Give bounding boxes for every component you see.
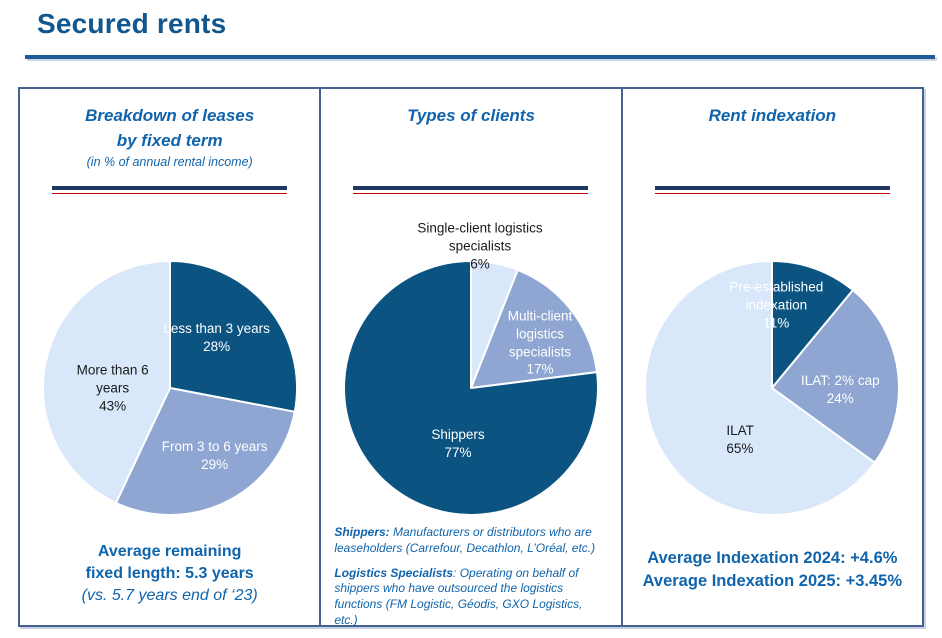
footer-line: Average remaining <box>97 543 242 560</box>
footnote-text: Manufacturers or distributors who are le… <box>334 525 596 555</box>
pie-slice <box>771 260 855 389</box>
panels-container: Breakdown of leases by fixed term (in % … <box>18 87 924 627</box>
footer-line-italic: (vs. 5.7 years end of ‘23) <box>81 587 258 604</box>
panel-header: Rent indexation <box>623 89 922 186</box>
pie-slice-label: Pre-established indexation 11% <box>729 279 824 330</box>
panel-footer: Average Indexation 2024: +4.6% Average I… <box>623 547 922 593</box>
pie-chart-client-types: Single-client logistics specialists 6% Mu… <box>341 220 601 518</box>
panel-header: Types of clients <box>321 89 620 186</box>
footer-line: Average Indexation 2024: +4.6% <box>647 549 898 567</box>
pie-svg <box>41 260 298 516</box>
pie-slice <box>168 260 298 413</box>
footer-line: fixed length: 5.3 years <box>85 565 254 582</box>
pie-slice <box>771 289 901 464</box>
pie-slice-label: ILAT 65% <box>726 423 754 456</box>
panel-lease-breakdown: Breakdown of leases by fixed term (in % … <box>20 89 322 625</box>
footnote-term: Logistics Specialists <box>334 565 454 580</box>
double-rule <box>353 186 589 194</box>
navy-rule <box>353 186 589 190</box>
footnote-term: Shippers: <box>334 525 390 539</box>
panel-title-line2: by fixed term <box>116 131 223 150</box>
pie-slice-label: Multi-client logistics specialists 17% <box>507 308 573 377</box>
panel-title: Rent indexation <box>708 106 837 125</box>
pie-chart-indexation: Pre-established indexation 11% ILAT: 2% c… <box>642 258 902 518</box>
pie-slice <box>644 260 877 516</box>
pie-slice <box>469 268 598 389</box>
red-rule <box>52 192 288 194</box>
pie-slice <box>41 260 171 504</box>
pie-slice-label: Less than 3 years 28% <box>163 321 270 354</box>
red-rule <box>353 192 589 194</box>
pie-slice-label: More than 6 years 43% <box>76 362 149 413</box>
pie-svg <box>644 260 901 516</box>
pie-slice-label: Shippers 77% <box>431 427 485 460</box>
double-rule <box>654 186 890 194</box>
panel-footnotes: Shippers: Manufacturers or distributors … <box>334 525 604 638</box>
panel-footer: Average remaining fixed length: 5.3 year… <box>20 541 319 607</box>
panel-header: Breakdown of leases by fixed term (in % … <box>20 89 319 186</box>
page-title: Secured rents <box>37 8 227 39</box>
pie-slice <box>114 387 296 516</box>
pie-slice <box>343 260 599 516</box>
navy-rule <box>52 186 288 190</box>
red-rule <box>654 192 890 194</box>
pie-slice-label: Single-client logistics specialists 6% <box>417 220 543 271</box>
footer-line: Average Indexation 2025: +3.45% <box>642 572 903 590</box>
footnote-logistics-specialists: Logistics Specialists: Operating on beha… <box>334 566 604 629</box>
pie-svg <box>343 260 599 516</box>
pie-chart-lease-terms: Less than 3 years 28% From 3 to 6 years 2… <box>40 258 300 518</box>
double-rule <box>52 186 288 194</box>
pie-slice-label: ILAT: 2% cap 24% <box>801 373 880 406</box>
footnote-shippers: Shippers: Manufacturers or distributors … <box>334 525 604 557</box>
panel-title: Types of clients <box>407 106 535 125</box>
title-rule <box>25 55 935 59</box>
footnote-text: : Operating on behalf of shippers who ha… <box>334 565 583 628</box>
panel-rent-indexation: Rent indexation Pre-established indexati… <box>623 89 922 625</box>
navy-rule <box>654 186 890 190</box>
panel-subtitle: (in % of annual rental income) <box>86 155 253 169</box>
panel-client-types: Types of clients Single-client logistics… <box>321 89 623 627</box>
pie-slice-label: From 3 to 6 years 29% <box>161 439 268 472</box>
panel-title: Breakdown of leases <box>85 106 255 125</box>
